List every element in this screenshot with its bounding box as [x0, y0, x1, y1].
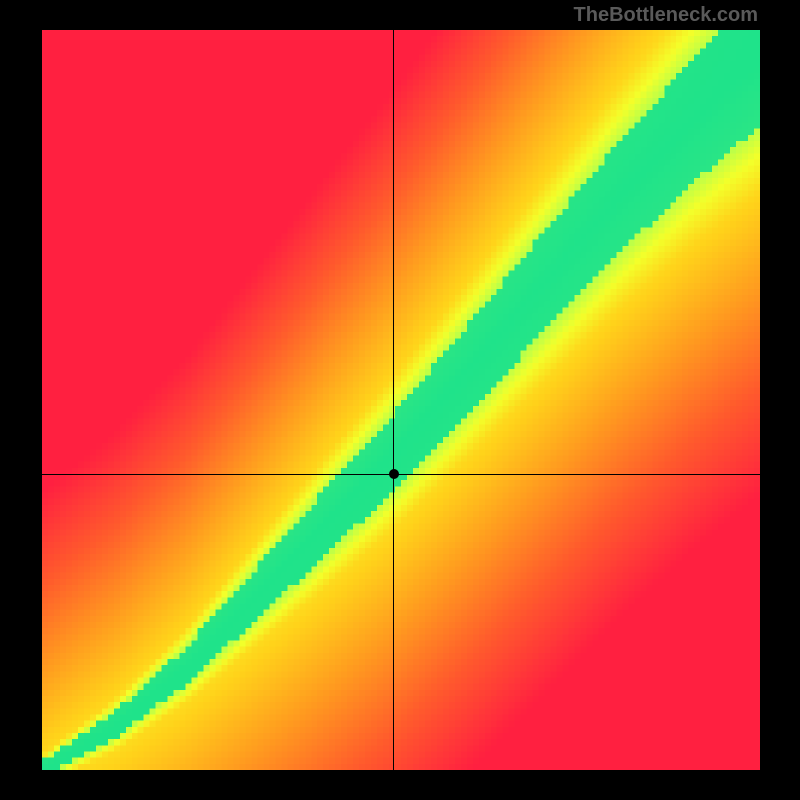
- crosshair-vertical: [393, 30, 394, 770]
- bottleneck-heatmap: [42, 30, 760, 770]
- watermark-text: TheBottleneck.com: [574, 4, 758, 27]
- crosshair-marker: [389, 469, 399, 479]
- crosshair-horizontal: [42, 474, 760, 475]
- chart-container: TheBottleneck.com: [0, 0, 800, 800]
